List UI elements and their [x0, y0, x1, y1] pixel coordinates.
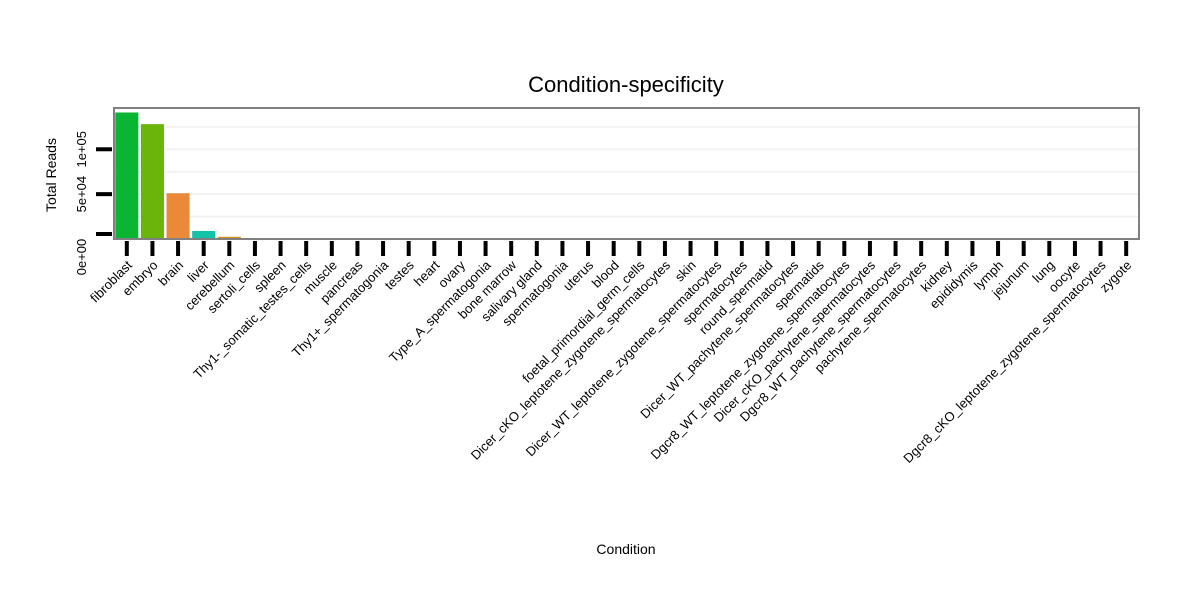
bar-fibroblast — [115, 112, 139, 239]
x-axis-tick-labels: fibroblastembryobrainlivercerebellumsert… — [87, 257, 1134, 466]
bar-cerebellum — [217, 236, 241, 239]
chart-title: Condition-specificity — [528, 72, 724, 97]
x-axis-ticks — [124, 241, 1129, 256]
y-tick-label: 1e+05 — [74, 131, 89, 168]
y-tick-label: 5e+04 — [74, 176, 89, 213]
y-axis-ticks: 0e+00 5e+04 1e+05 — [74, 131, 112, 275]
grid-lines — [114, 125, 1139, 218]
x-tick-label: testes — [382, 257, 417, 292]
bar-brain — [166, 193, 190, 239]
y-axis-label: Total Reads — [43, 138, 59, 212]
x-tick-label: brain — [155, 258, 186, 289]
x-tick-label: uterus — [560, 257, 597, 294]
x-axis-label: Condition — [596, 541, 655, 557]
y-tick-label: 0e+00 — [74, 239, 89, 276]
bar-liver — [192, 230, 216, 239]
bars — [115, 112, 1138, 239]
plot-border — [113, 107, 1140, 240]
bar-embryo — [140, 124, 164, 239]
